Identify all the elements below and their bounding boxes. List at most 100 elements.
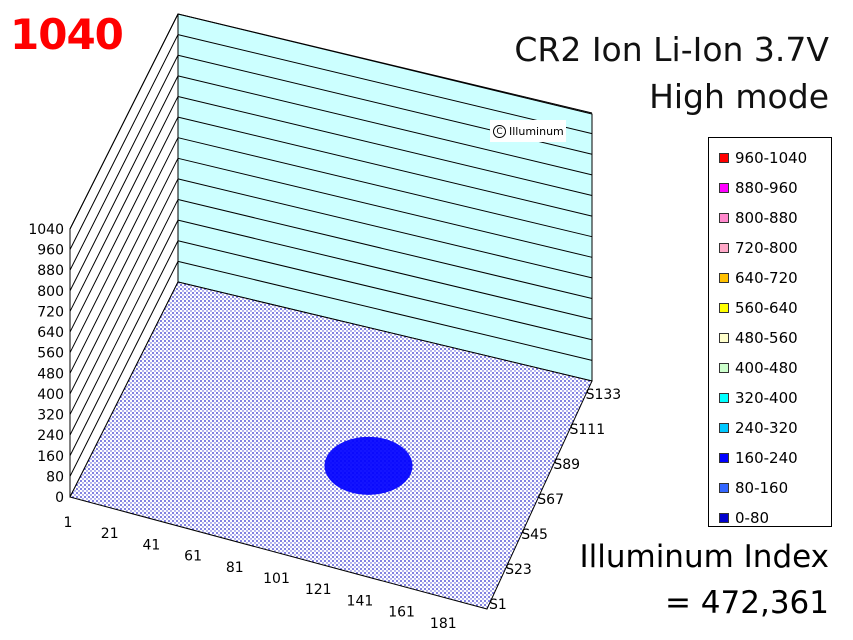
wall-gridline: [177, 13, 593, 114]
z-tick-label: 1040: [28, 222, 64, 238]
legend-swatch: [719, 483, 729, 493]
z-tick-label: 800: [37, 284, 64, 300]
max-value-label: 1040: [10, 10, 124, 59]
legend-label: 400-480: [735, 359, 798, 377]
legend-item: 80-160: [709, 473, 831, 503]
index-value: = 472,361: [664, 585, 829, 621]
side-gridline: [69, 178, 179, 395]
legend-item: 880-960: [709, 173, 831, 203]
legend-swatch: [719, 333, 729, 343]
legend-label: 240-320: [735, 419, 798, 437]
z-tick-label: 320: [37, 408, 64, 424]
legend-swatch: [719, 153, 729, 163]
wall-gridline: [177, 95, 593, 196]
wall-gridline: [177, 157, 593, 258]
side-gridline: [69, 158, 179, 374]
z-tick-label: 880: [37, 263, 64, 279]
legend-swatch: [719, 363, 729, 373]
legend-item: 320-400: [709, 383, 831, 413]
legend-item: 480-560: [709, 323, 831, 353]
z-tick-label: 160: [37, 449, 64, 465]
x-tick-label: 1: [64, 515, 73, 531]
legend-swatch: [719, 513, 729, 523]
legend-item: 240-320: [709, 413, 831, 443]
watermark: C Illuminum: [490, 120, 566, 142]
y-tick-label: S23: [505, 562, 532, 578]
side-gridline: [69, 219, 179, 436]
side-gridline: [69, 13, 179, 230]
wall-gridline: [177, 219, 593, 320]
x-tick-label: 61: [184, 549, 202, 565]
x-tick-label: 21: [101, 526, 119, 542]
x-tick-label: 141: [347, 593, 374, 609]
y-tick-label: S89: [553, 457, 580, 473]
wall-gridline: [177, 34, 593, 135]
legend-swatch: [719, 393, 729, 403]
side-gridline: [69, 137, 179, 353]
legend-label: 800-880: [735, 209, 798, 227]
z-tick-label: 960: [37, 243, 64, 259]
legend-label: 720-800: [735, 239, 798, 257]
side-gridline: [69, 96, 179, 312]
legend-swatch: [719, 183, 729, 193]
y-tick-label: S45: [521, 527, 548, 543]
y-tick-label: S1: [489, 597, 507, 613]
wall-gridline: [177, 137, 593, 238]
x-tick-label: 181: [430, 616, 457, 632]
legend-swatch: [719, 243, 729, 253]
chart-title: CR2 Ion Li-Ion 3.7V High mode: [514, 26, 829, 120]
z-tick-label: 560: [37, 346, 64, 362]
z-tick-label: 240: [37, 428, 64, 444]
side-gridline: [69, 75, 179, 292]
legend-label: 560-640: [735, 299, 798, 317]
legend-item: 0-80: [709, 503, 831, 533]
legend-swatch: [719, 423, 729, 433]
legend-item: 560-640: [709, 293, 831, 323]
z-axis: 0 80 160 240 320 400 480 560 640 720 800 880 960 1040: [28, 222, 64, 506]
x-tick-label: 41: [142, 537, 160, 553]
z-tick-label: 720: [37, 304, 64, 320]
legend-swatch: [719, 453, 729, 463]
z-tick-label: 400: [37, 387, 64, 403]
side-gridline: [69, 240, 179, 456]
legend-item: 800-880: [709, 203, 831, 233]
hotspot-area: [324, 436, 413, 495]
legend-label: 640-720: [735, 269, 798, 287]
wall-gridline: [177, 116, 593, 217]
z-tick-label: 0: [55, 490, 64, 506]
legend-label: 80-160: [735, 479, 789, 497]
side-gridline: [69, 55, 179, 271]
back-wall: [69, 13, 593, 498]
wall-gridline: [177, 178, 593, 279]
title-line-1: CR2 Ion Li-Ion 3.7V: [514, 30, 829, 69]
z-tick-label: 640: [37, 325, 64, 341]
legend: 960-1040 880-960 800-880 720-800 640-720 560-…: [708, 137, 832, 527]
y-tick-label: S133: [586, 387, 622, 403]
z-tick-label: 80: [46, 469, 64, 485]
legend-label: 880-960: [735, 179, 798, 197]
x-tick-label: 101: [263, 571, 290, 587]
watermark-text: Illuminum: [509, 124, 564, 138]
title-line-2: High mode: [649, 77, 829, 116]
y-tick-label: S111: [570, 422, 606, 438]
z-tick-label: 480: [37, 366, 64, 382]
legend-item: 960-1040: [709, 143, 831, 173]
hotspot-surface: [324, 436, 413, 495]
x-tick-label: 121: [305, 582, 332, 598]
wall-gridline: [177, 199, 593, 300]
legend-label: 960-1040: [735, 149, 808, 167]
illuminum-index: Illuminum Index = 472,361: [579, 534, 829, 626]
floor-surface: [69, 281, 593, 610]
legend-swatch: [719, 273, 729, 283]
wall-gridline: [177, 240, 593, 341]
legend-swatch: [719, 213, 729, 223]
wall-gridline: [177, 75, 593, 176]
legend-item: 720-800: [709, 233, 831, 263]
x-tick-label: 81: [226, 560, 244, 576]
legend-swatch: [719, 303, 729, 313]
side-gridline: [69, 116, 179, 333]
legend-item: 400-480: [709, 353, 831, 383]
side-gridline: [69, 261, 179, 477]
